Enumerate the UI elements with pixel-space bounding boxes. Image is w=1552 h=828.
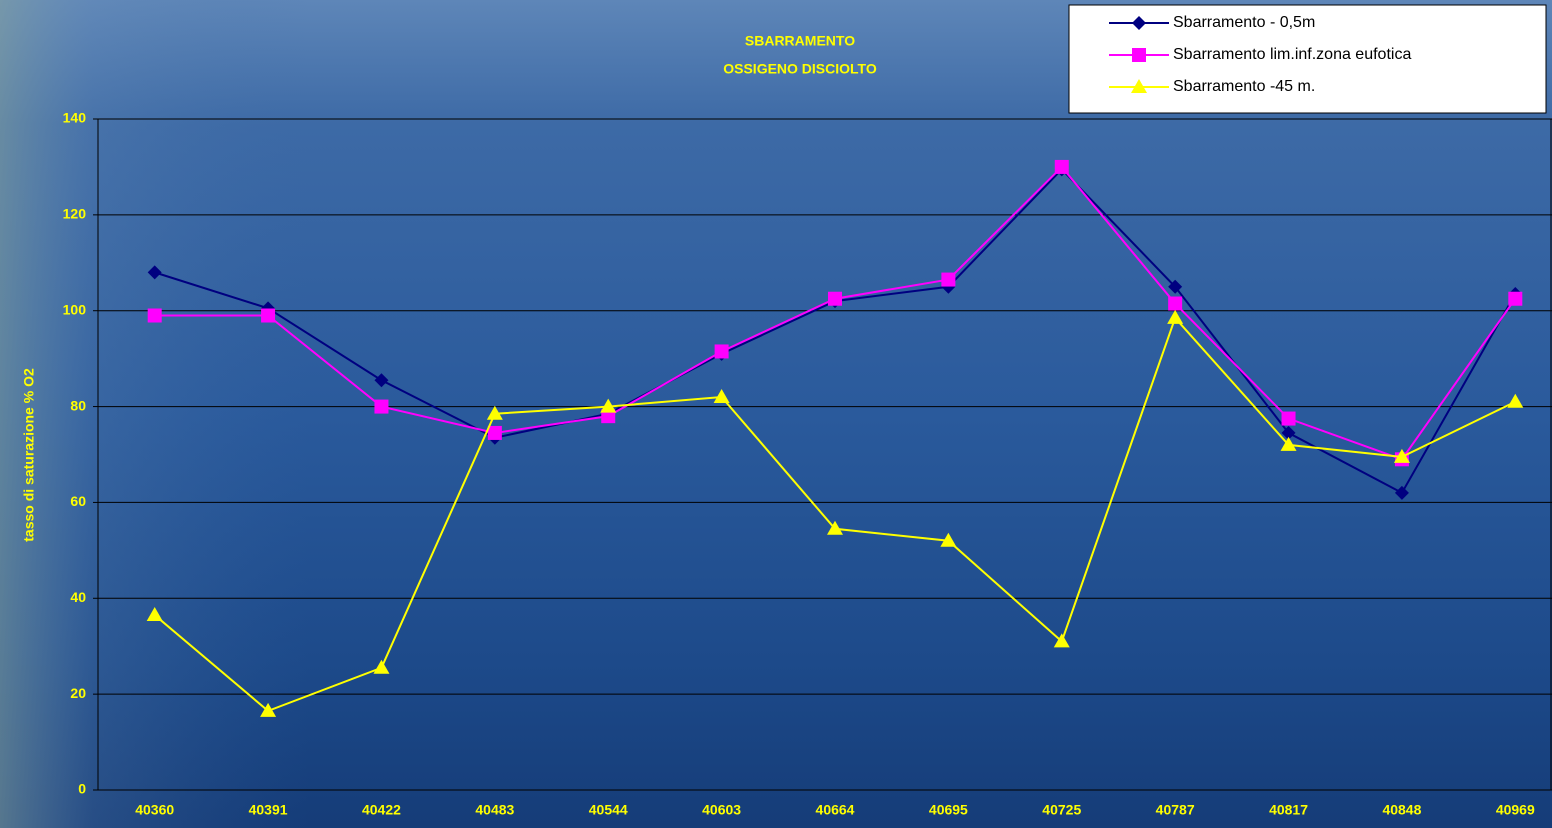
x-tick-label: 40360 (135, 802, 174, 818)
data-point (941, 273, 955, 287)
y-tick-label: 60 (70, 493, 86, 509)
data-point (828, 292, 842, 306)
x-tick-label: 40817 (1269, 802, 1308, 818)
legend-marker (1132, 48, 1146, 62)
y-tick-label: 0 (78, 781, 86, 797)
y-tick-label: 80 (70, 397, 86, 413)
x-tick-label: 40695 (929, 802, 968, 818)
y-tick-label: 40 (70, 589, 86, 605)
x-tick-label: 40848 (1382, 802, 1421, 818)
legend-label: Sbarramento -45 m. (1173, 78, 1315, 95)
y-tick-label: 20 (70, 685, 86, 701)
data-point (715, 344, 729, 358)
legend-label: Sbarramento lim.inf.zona eufotica (1173, 46, 1411, 63)
page: {"chart_data": { "type": "line", "title"… (0, 0, 1552, 828)
x-tick-label: 40391 (249, 802, 288, 818)
x-tick-label: 40969 (1496, 802, 1535, 818)
x-tick-label: 40544 (589, 802, 628, 818)
x-tick-label: 40725 (1042, 802, 1081, 818)
background-shade (0, 0, 1552, 828)
data-point (1282, 412, 1296, 426)
y-tick-label: 140 (63, 110, 87, 126)
x-tick-label: 40483 (475, 802, 514, 818)
data-point (1168, 297, 1182, 311)
y-tick-label: 120 (63, 206, 87, 222)
data-point (488, 426, 502, 440)
data-point (148, 309, 162, 323)
chart-title: SBARRAMENTO (745, 33, 855, 49)
chart-subtitle: OSSIGENO DISCIOLTO (723, 61, 877, 77)
data-point (374, 400, 388, 414)
x-tick-label: 40787 (1156, 802, 1195, 818)
chart: SBARRAMENTO OSSIGENO DISCIOLTO tasso di … (0, 0, 1552, 828)
y-tick-label: 100 (63, 301, 87, 317)
legend: Sbarramento - 0,5m Sbarramento lim.inf.zo… (1069, 5, 1546, 113)
data-point (1508, 292, 1522, 306)
y-axis-label: tasso di saturazione % O2 (21, 368, 37, 542)
legend-label: Sbarramento - 0,5m (1173, 14, 1315, 31)
data-point (261, 309, 275, 323)
data-point (1055, 160, 1069, 174)
x-tick-label: 40422 (362, 802, 401, 818)
x-tick-label: 40603 (702, 802, 741, 818)
x-tick-label: 40664 (816, 802, 855, 818)
